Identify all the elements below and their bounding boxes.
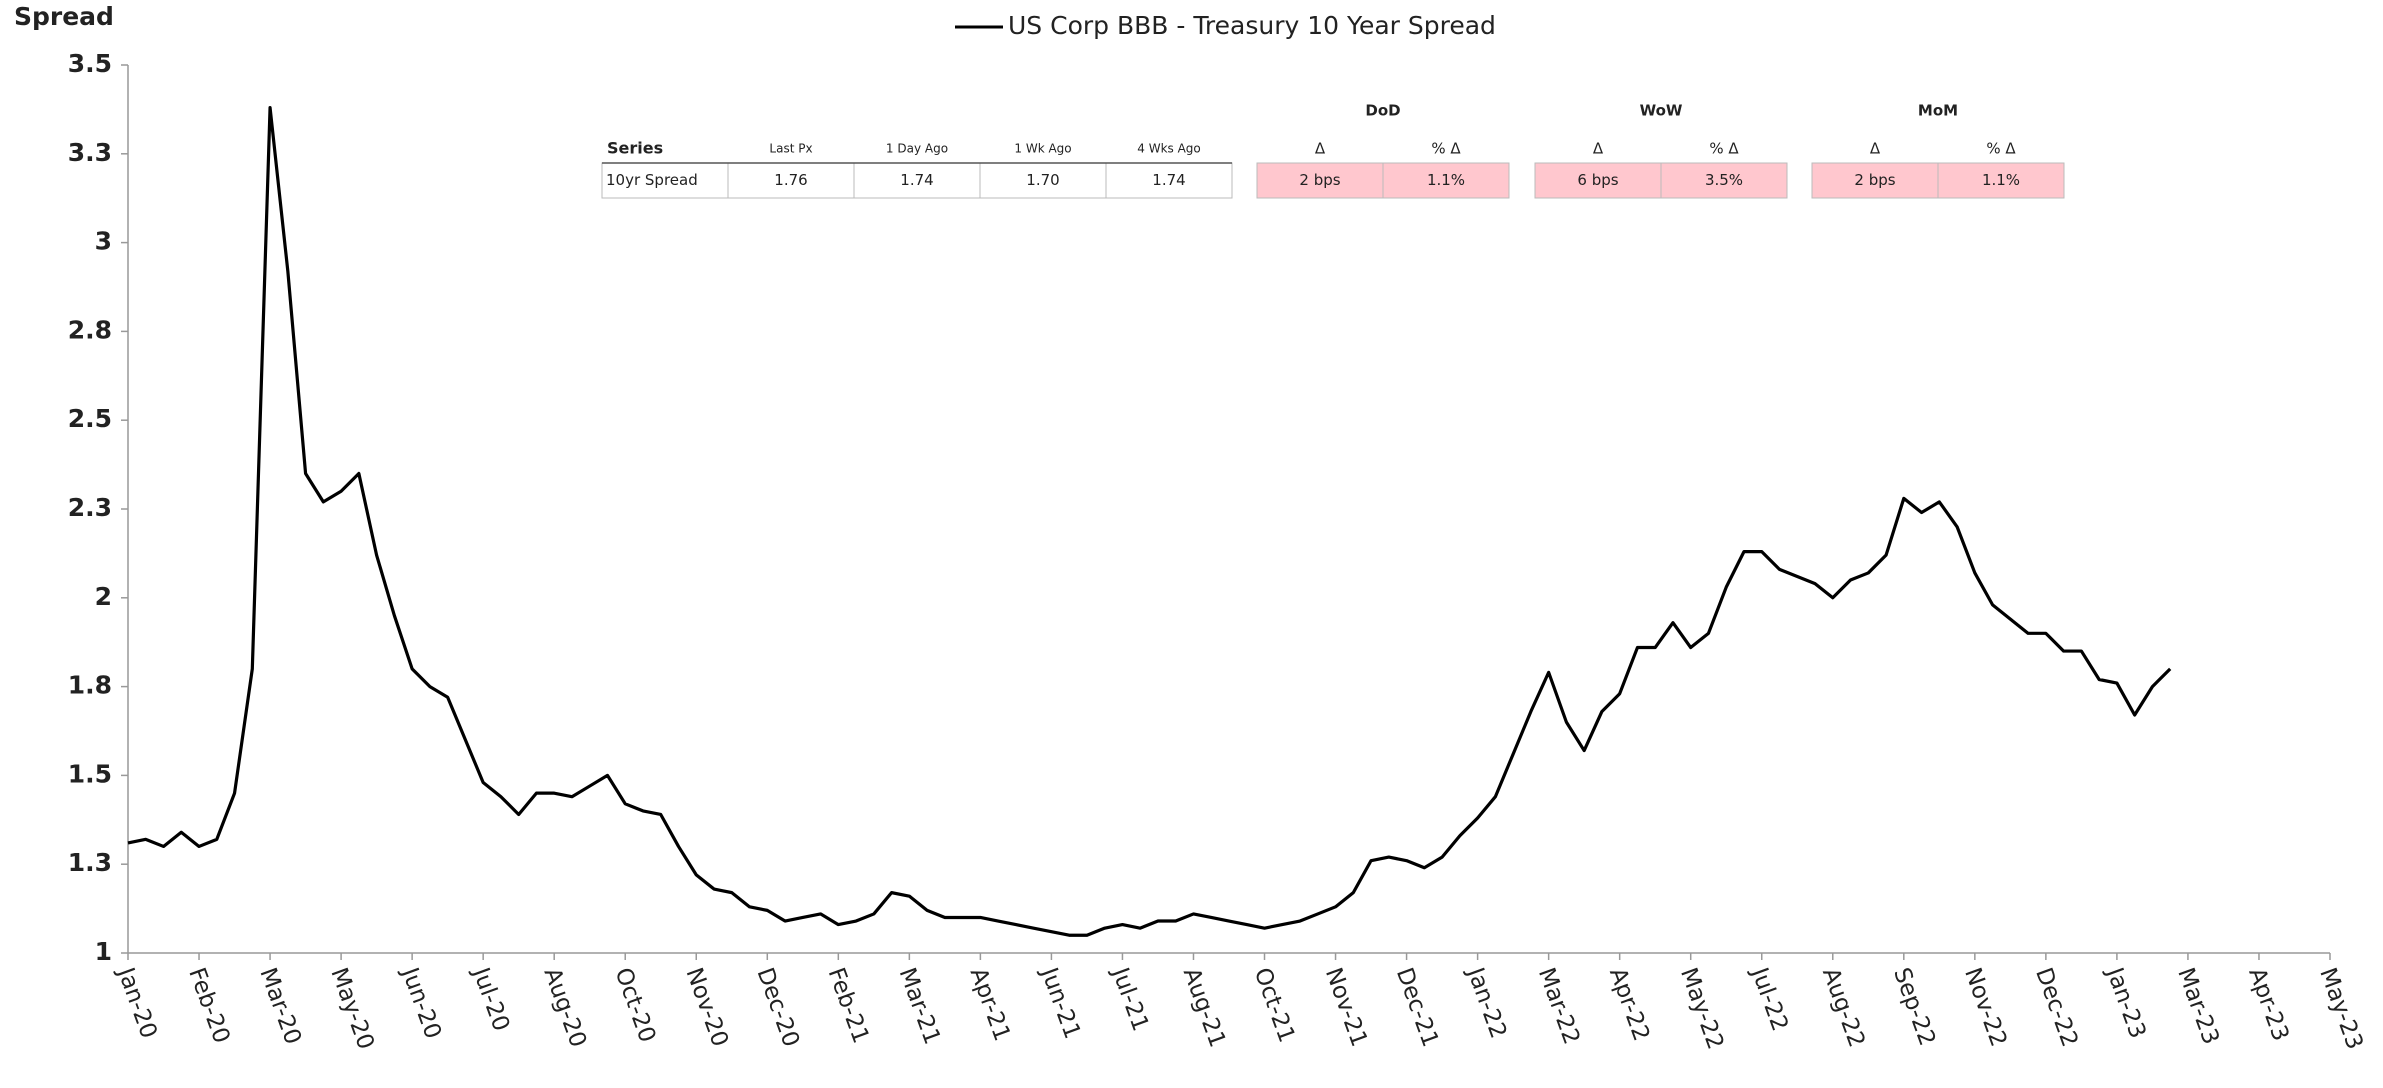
line-series [127, 106, 2172, 937]
x-tick-label: Nov-22 [1959, 964, 2011, 1050]
x-tick-label: Apr-21 [965, 964, 1015, 1044]
table-cell-text: 1.76 [774, 171, 807, 189]
change-value: 6 bps [1577, 171, 1618, 189]
x-tick-label: Feb-20 [183, 964, 234, 1046]
x-tick-label: Nov-21 [1320, 964, 1372, 1050]
change-value: 1.1% [1427, 171, 1465, 189]
table-cell-text: 1.70 [1026, 171, 1059, 189]
x-tick-label: Apr-22 [1604, 964, 1654, 1044]
group-header: WoW [1640, 102, 1683, 120]
table-header: 1 Day Ago [886, 142, 948, 156]
y-tick-label: 1.5 [68, 759, 112, 788]
x-tick-label: Apr-23 [2243, 964, 2293, 1044]
y-tick-label: 2 [95, 582, 112, 611]
x-tick-label: May-23 [2314, 964, 2367, 1053]
table-cell-text: 1.74 [900, 171, 933, 189]
x-tick-label: Jul-20 [467, 963, 514, 1035]
y-tick-label: 1 [95, 937, 112, 966]
x-tick-label: Nov-20 [681, 964, 733, 1050]
group-column: % Δ [1431, 140, 1461, 158]
group-column: Δ [1870, 140, 1881, 158]
x-tick-label: Jul-22 [1745, 963, 1792, 1035]
x-tick-label: Mar-22 [1533, 964, 1585, 1048]
x-tick-label: Jun-21 [1035, 963, 1085, 1043]
group-column: % Δ [1986, 140, 2016, 158]
change-cell [1382, 162, 1510, 199]
change-cell [1937, 162, 2065, 199]
table-cell [1105, 162, 1233, 199]
x-tick-label: Jun-20 [396, 963, 446, 1043]
x-tick-label: Aug-22 [1817, 964, 1870, 1050]
table-header: Series [607, 139, 663, 158]
x-tick-label: Aug-21 [1178, 964, 1231, 1050]
x-tick-label: Jan-23 [2100, 963, 2150, 1042]
y-tick-label: 2.8 [68, 315, 112, 344]
change-value: 2 bps [1854, 171, 1895, 189]
x-tick-label: Oct-20 [609, 964, 660, 1046]
change-cell [1256, 162, 1384, 199]
group-header: DoD [1365, 102, 1400, 120]
x-tick-label: Sep-22 [1888, 964, 1940, 1049]
group-column: Δ [1315, 140, 1326, 158]
x-tick-label: May-20 [325, 964, 378, 1053]
x-tick-label: Oct-21 [1249, 964, 1300, 1046]
y-tick-label: 1.8 [68, 671, 112, 700]
table-header: 4 Wks Ago [1137, 142, 1201, 156]
x-tick-label: Jan-22 [1461, 963, 1511, 1042]
change-value: 1.1% [1982, 171, 2020, 189]
x-tick-label: Dec-20 [752, 964, 805, 1050]
x-tick-label: Mar-20 [254, 964, 306, 1048]
y-tick-label: 2.5 [68, 404, 112, 433]
x-tick-label: Aug-20 [538, 964, 591, 1050]
x-tick-label: Feb-21 [823, 964, 874, 1046]
y-tick-label: 1.3 [68, 848, 112, 877]
x-tick-label: Dec-21 [1391, 964, 1444, 1050]
x-tick-label: May-22 [1675, 964, 1728, 1053]
group-column: % Δ [1709, 140, 1739, 158]
table-cell [853, 162, 981, 199]
x-tick-label: Mar-21 [894, 964, 946, 1048]
table-cell-text: 1.74 [1152, 171, 1185, 189]
change-cell [1534, 162, 1662, 199]
x-tick-label: Jul-21 [1106, 963, 1153, 1035]
change-value: 2 bps [1299, 171, 1340, 189]
table-cell-text: 10yr Spread [606, 171, 698, 189]
table-cell [979, 162, 1107, 199]
change-cell [1660, 162, 1788, 199]
x-tick-label: Jan-20 [112, 963, 162, 1042]
y-tick-label: 2.3 [68, 493, 112, 522]
x-tick-label: Mar-23 [2172, 964, 2224, 1048]
change-cell [1811, 162, 1939, 199]
y-tick-label: 3 [95, 227, 112, 256]
change-value: 3.5% [1705, 171, 1743, 189]
y-tick-label: 3.5 [68, 49, 112, 78]
table-header: 1 Wk Ago [1014, 142, 1071, 156]
x-tick-label: Dec-22 [2030, 964, 2083, 1050]
group-header: MoM [1918, 102, 1958, 120]
table-cell [727, 162, 855, 199]
legend-label: US Corp BBB - Treasury 10 Year Spread [1008, 11, 1496, 40]
y-axis-label: Spread [14, 2, 114, 31]
table-header: Last Px [769, 142, 812, 156]
y-tick-label: 3.3 [68, 138, 112, 167]
group-column: Δ [1593, 140, 1604, 158]
